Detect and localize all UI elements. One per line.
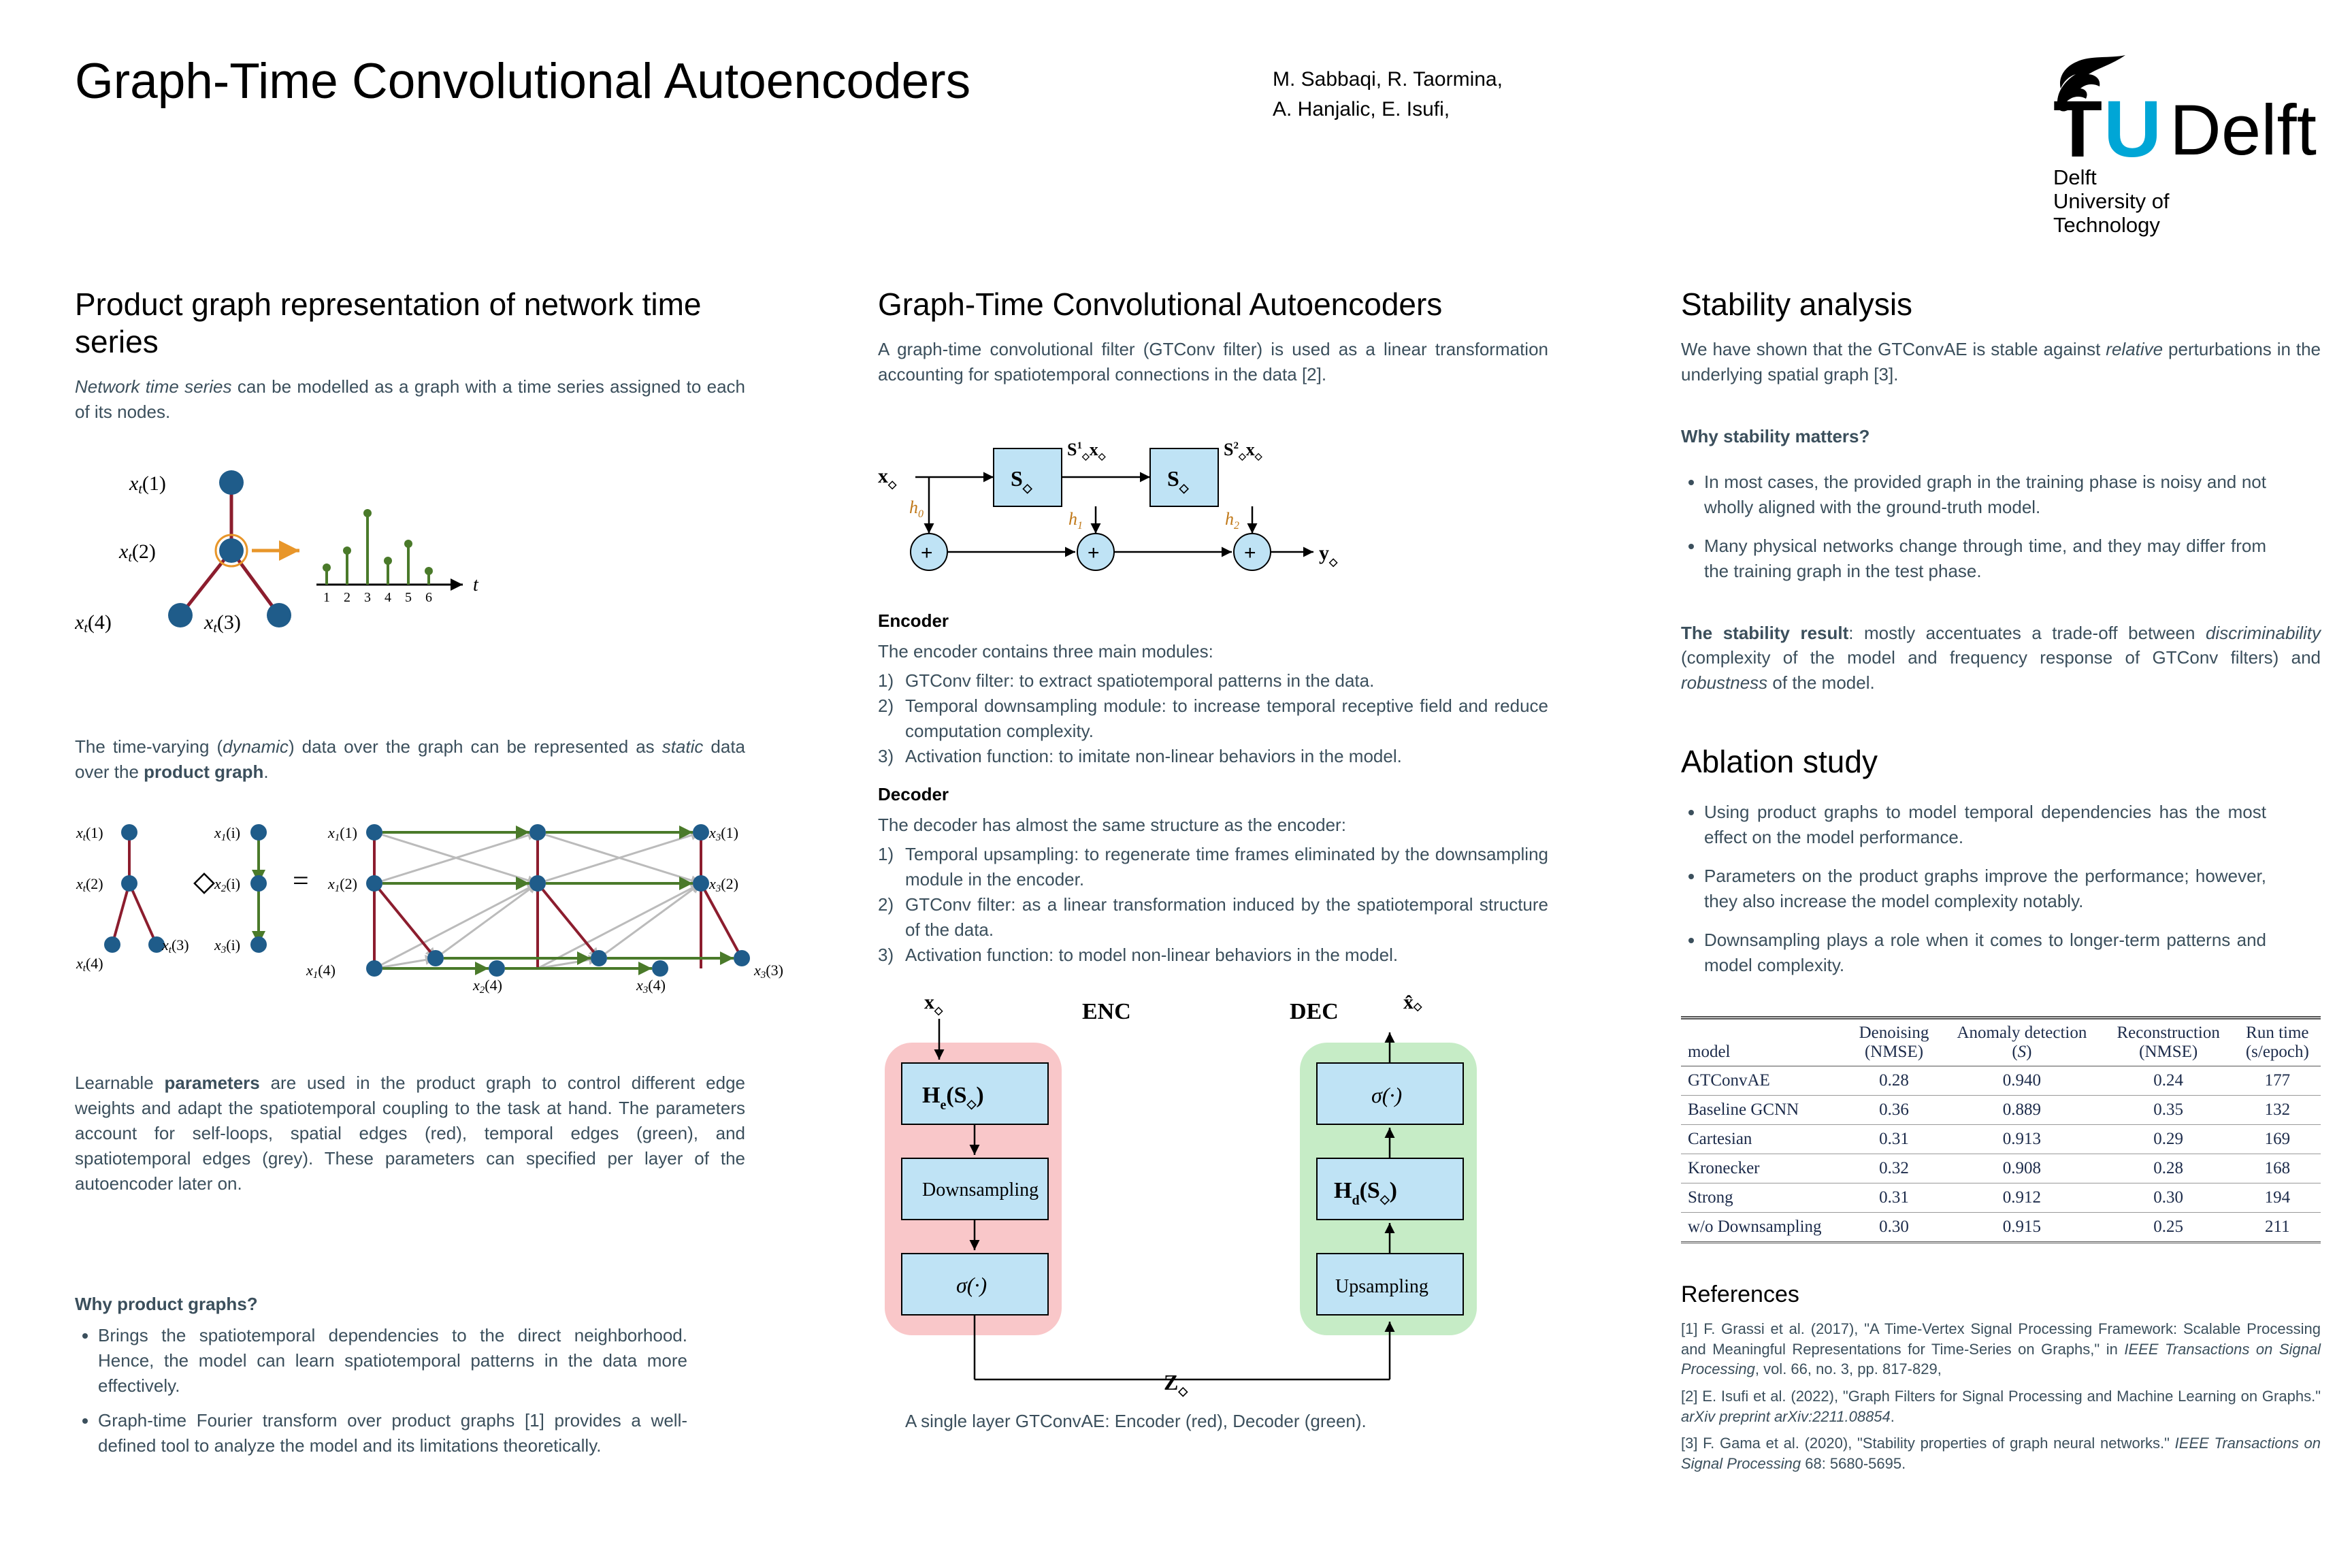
svg-text:1: 1 bbox=[323, 590, 330, 605]
svg-text:y◇: y◇ bbox=[1319, 542, 1338, 568]
svg-text:σ(·): σ(·) bbox=[1371, 1083, 1402, 1107]
svg-text:xt(2): xt(2) bbox=[118, 540, 156, 565]
svg-text:xt(3): xt(3) bbox=[203, 611, 241, 636]
svg-text:x3(3): x3(3) bbox=[753, 962, 783, 981]
svg-text:xt(1): xt(1) bbox=[129, 472, 166, 497]
svg-text:x◇: x◇ bbox=[924, 991, 943, 1017]
svg-text:University of: University of bbox=[2053, 189, 2170, 213]
svg-text:x3(4): x3(4) bbox=[636, 977, 666, 996]
svg-text:x1(2): x1(2) bbox=[327, 875, 357, 894]
svg-text:σ(·): σ(·) bbox=[956, 1273, 987, 1297]
svg-text:+: + bbox=[1244, 542, 1256, 564]
svg-text:T: T bbox=[2053, 84, 2102, 174]
svg-text:ENC: ENC bbox=[1082, 999, 1131, 1024]
svg-text:2: 2 bbox=[344, 590, 350, 605]
svg-text:xt(2): xt(2) bbox=[76, 875, 103, 894]
svg-text:DEC: DEC bbox=[1290, 999, 1339, 1024]
svg-text:+: + bbox=[921, 542, 933, 564]
svg-text:Delft: Delft bbox=[2053, 165, 2097, 189]
svg-text:x2(4): x2(4) bbox=[472, 977, 502, 996]
svg-text:x3(1): x3(1) bbox=[708, 824, 738, 843]
svg-text:Downsampling: Downsampling bbox=[922, 1179, 1039, 1200]
svg-text:xt(4): xt(4) bbox=[76, 955, 103, 974]
svg-text:x3(2): x3(2) bbox=[708, 875, 738, 894]
svg-text:U: U bbox=[2104, 84, 2161, 174]
svg-text:+: + bbox=[1088, 542, 1100, 564]
svg-text:x1(i): x1(i) bbox=[214, 824, 240, 843]
svg-text:x2(i): x2(i) bbox=[214, 875, 240, 894]
svg-text:h2: h2 bbox=[1225, 509, 1239, 532]
svg-text:Technology: Technology bbox=[2053, 213, 2160, 237]
svg-text:5: 5 bbox=[405, 590, 412, 605]
svg-text:3: 3 bbox=[364, 590, 371, 605]
svg-text:xt(3): xt(3) bbox=[161, 936, 189, 956]
svg-text:x3(i): x3(i) bbox=[214, 936, 240, 956]
svg-text:4: 4 bbox=[385, 590, 391, 605]
svg-text:S1◇x◇: S1◇x◇ bbox=[1067, 440, 1107, 462]
svg-text:S2◇x◇: S2◇x◇ bbox=[1224, 440, 1263, 462]
svg-text:Delft: Delft bbox=[2170, 91, 2317, 170]
svg-text:=: = bbox=[293, 866, 309, 897]
svg-text:t: t bbox=[473, 574, 479, 595]
svg-text:A single layer GTConvAE: Encod: A single layer GTConvAE: Encoder (red), … bbox=[905, 1411, 1367, 1431]
svg-text:h0: h0 bbox=[909, 497, 924, 520]
svg-text:Z◇: Z◇ bbox=[1164, 1370, 1188, 1398]
svg-text:6: 6 bbox=[425, 590, 432, 605]
svg-text:x◇: x◇ bbox=[878, 465, 897, 491]
svg-text:Upsampling: Upsampling bbox=[1335, 1276, 1428, 1297]
svg-text:xt(4): xt(4) bbox=[75, 611, 112, 636]
svg-text:xt(1): xt(1) bbox=[76, 824, 103, 843]
svg-text:x1(1): x1(1) bbox=[327, 824, 357, 843]
svg-text:h1: h1 bbox=[1068, 509, 1083, 532]
svg-text:x̂◇: x̂◇ bbox=[1403, 991, 1422, 1013]
svg-text:x1(4): x1(4) bbox=[306, 962, 336, 981]
